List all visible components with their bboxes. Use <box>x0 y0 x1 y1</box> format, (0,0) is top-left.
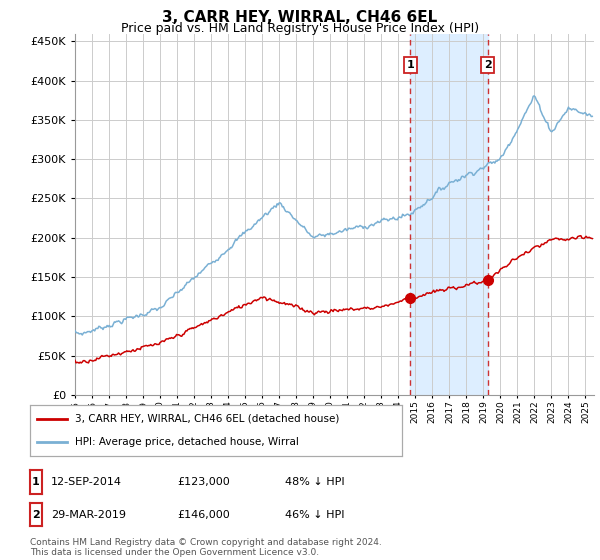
Text: 46% ↓ HPI: 46% ↓ HPI <box>285 510 344 520</box>
Text: 2: 2 <box>32 510 40 520</box>
Text: 3, CARR HEY, WIRRAL, CH46 6EL: 3, CARR HEY, WIRRAL, CH46 6EL <box>163 10 437 25</box>
Text: Price paid vs. HM Land Registry's House Price Index (HPI): Price paid vs. HM Land Registry's House … <box>121 22 479 35</box>
Bar <box>410 34 488 395</box>
Text: 12-SEP-2014: 12-SEP-2014 <box>51 477 122 487</box>
Text: £123,000: £123,000 <box>177 477 230 487</box>
Text: 3, CARR HEY, WIRRAL, CH46 6EL (detached house): 3, CARR HEY, WIRRAL, CH46 6EL (detached … <box>74 414 339 424</box>
Text: 2: 2 <box>484 60 491 70</box>
Text: 48% ↓ HPI: 48% ↓ HPI <box>285 477 344 487</box>
Text: 1: 1 <box>32 477 40 487</box>
Text: HPI: Average price, detached house, Wirral: HPI: Average price, detached house, Wirr… <box>74 437 299 447</box>
Text: Contains HM Land Registry data © Crown copyright and database right 2024.
This d: Contains HM Land Registry data © Crown c… <box>30 538 382 557</box>
Text: £146,000: £146,000 <box>177 510 230 520</box>
Text: 29-MAR-2019: 29-MAR-2019 <box>51 510 126 520</box>
Text: 1: 1 <box>406 60 414 70</box>
